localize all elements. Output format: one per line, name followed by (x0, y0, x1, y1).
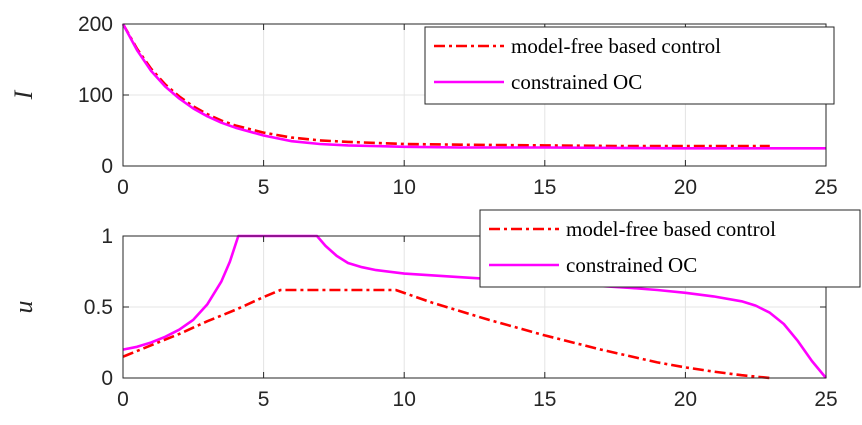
top-series-constrained-oc-line (121, 23, 826, 150)
bottom-x-tick-label: 25 (814, 388, 837, 411)
top-y-tick-label: 0 (101, 155, 113, 178)
bottom-plot-u: 0 5 10 15 20 25 0 0.5 1 u model-free based contr… (9, 209, 861, 411)
bottom-legend-box (479, 209, 861, 288)
top-plot-ticks: 0 5 10 15 20 25 0 100 200 (78, 13, 838, 199)
bottom-series-constrained-oc-line (122, 234, 828, 379)
top-x-tick-label: 25 (814, 176, 837, 199)
bottom-x-tick-label: 0 (117, 388, 129, 411)
bottom-y-tick-label: 1 (101, 225, 113, 248)
top-x-tick-label: 20 (674, 176, 697, 199)
top-plot-I: 0 5 10 15 20 25 0 100 200 I model-free based con… (9, 13, 838, 199)
bottom-x-tick-label: 20 (674, 388, 697, 411)
top-y-tick-label: 100 (78, 84, 113, 107)
bottom-plot-legend: model-free based control constrained OC (479, 209, 861, 288)
top-y-tick-label: 200 (78, 13, 113, 36)
bottom-x-tick-label: 5 (258, 388, 270, 411)
top-legend-label: constrained OC (511, 70, 642, 94)
bottom-plot-lines (122, 234, 828, 380)
bottom-y-tick-label: 0.5 (84, 296, 113, 319)
top-plot-lines (121, 23, 826, 150)
top-x-tick-label: 15 (533, 176, 556, 199)
bottom-y-tick-label: 0 (101, 367, 113, 390)
bottom-series-model-free-line (122, 288, 770, 380)
top-plot-legend: model-free based control constrained OC (424, 26, 835, 105)
top-plot-y-axis-label: I (9, 89, 38, 100)
bottom-legend-label: model-free based control (566, 217, 776, 241)
bottom-legend-label: constrained OC (566, 253, 697, 277)
top-x-tick-label: 0 (117, 176, 129, 199)
top-x-tick-label: 10 (393, 176, 416, 199)
bottom-plot-ticks: 0 5 10 15 20 25 0 0.5 1 (84, 225, 838, 411)
top-x-tick-label: 5 (258, 176, 270, 199)
bottom-plot-y-axis-label: u (9, 301, 38, 314)
top-series-model-free-line (121, 23, 770, 148)
top-legend-label: model-free based control (511, 34, 721, 58)
top-legend-box (424, 26, 835, 105)
bottom-x-tick-label: 10 (393, 388, 416, 411)
bottom-x-tick-label: 15 (533, 388, 556, 411)
